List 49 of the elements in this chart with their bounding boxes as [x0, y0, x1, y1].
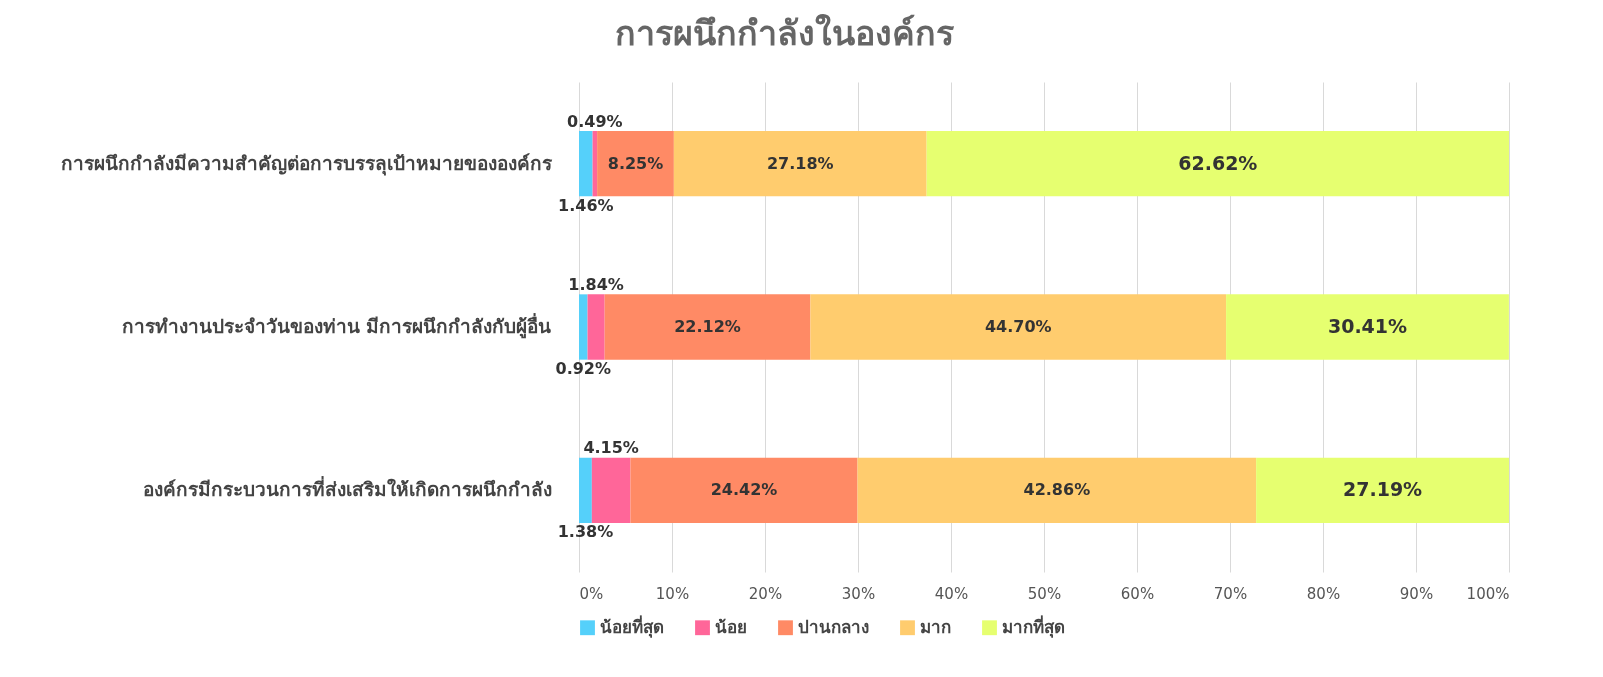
data-label: 27.19% [1343, 478, 1423, 501]
bar [604, 294, 811, 360]
data-label: 44.70% [984, 317, 1052, 336]
bar [587, 294, 605, 360]
x-tick-label: 80% [1306, 584, 1341, 603]
bar [1256, 457, 1509, 523]
legend-label: มากที่สุด [1002, 614, 1065, 638]
x-tick-label: 90% [1399, 584, 1434, 603]
bar [579, 457, 592, 523]
data-label: 1.38% [557, 522, 614, 542]
bar [597, 131, 674, 197]
x-tick-label: 10% [655, 584, 690, 603]
legend-label: น้อยที่สุด [600, 614, 664, 638]
data-label: 4.15% [583, 438, 639, 458]
x-tick-label: 0% [579, 584, 604, 603]
x-tick-label: 60% [1120, 584, 1155, 603]
x-tick-label: 50% [1027, 584, 1062, 603]
y-tick-label: การทำงานประจำวันของท่าน มีการผนึกกำลังกับผู้อื่น [121, 313, 552, 339]
data-label: 0.92% [555, 359, 612, 378]
bar [1226, 294, 1509, 360]
data-label: 27.18% [766, 153, 834, 173]
y-tick-label: การผนึกกำลังมีความสำคัญต่อการบรรลุเป้าหมายขององค์กร [60, 151, 553, 176]
x-tick-label: 20% [748, 584, 783, 603]
x-tick-label: 100% [1466, 584, 1510, 603]
bar [673, 131, 927, 197]
bar [591, 457, 631, 523]
data-label: 62.62% [1178, 151, 1258, 174]
legend-label: มาก [920, 616, 951, 637]
bar [810, 294, 1227, 360]
chart-title: การผนึกกำลังในองค์กร [615, 13, 955, 53]
data-label: 22.12% [674, 317, 741, 336]
bar [630, 457, 858, 523]
bar [857, 457, 1257, 523]
data-label: 0.49% [567, 111, 623, 131]
x-tick-label: 70% [1213, 584, 1248, 603]
legend-label: ปานกลาง [798, 616, 869, 637]
bar [579, 131, 593, 197]
bar [926, 131, 1509, 197]
data-label: 30.41% [1327, 315, 1408, 337]
data-label: 24.42% [710, 480, 778, 500]
y-tick-label: องค์กรมีกระบวนการที่ส่งเสริมให้เกิดการผนึกกำลัง [142, 476, 552, 501]
data-label: 1.46% [558, 195, 614, 215]
data-label: 42.86% [1023, 480, 1091, 500]
data-label: 8.25% [607, 153, 664, 173]
x-tick-label: 30% [841, 584, 876, 603]
bar [579, 294, 588, 360]
x-tick-label: 40% [934, 584, 969, 603]
legend-label: น้อย [715, 616, 747, 637]
data-label: 1.84% [568, 275, 624, 294]
